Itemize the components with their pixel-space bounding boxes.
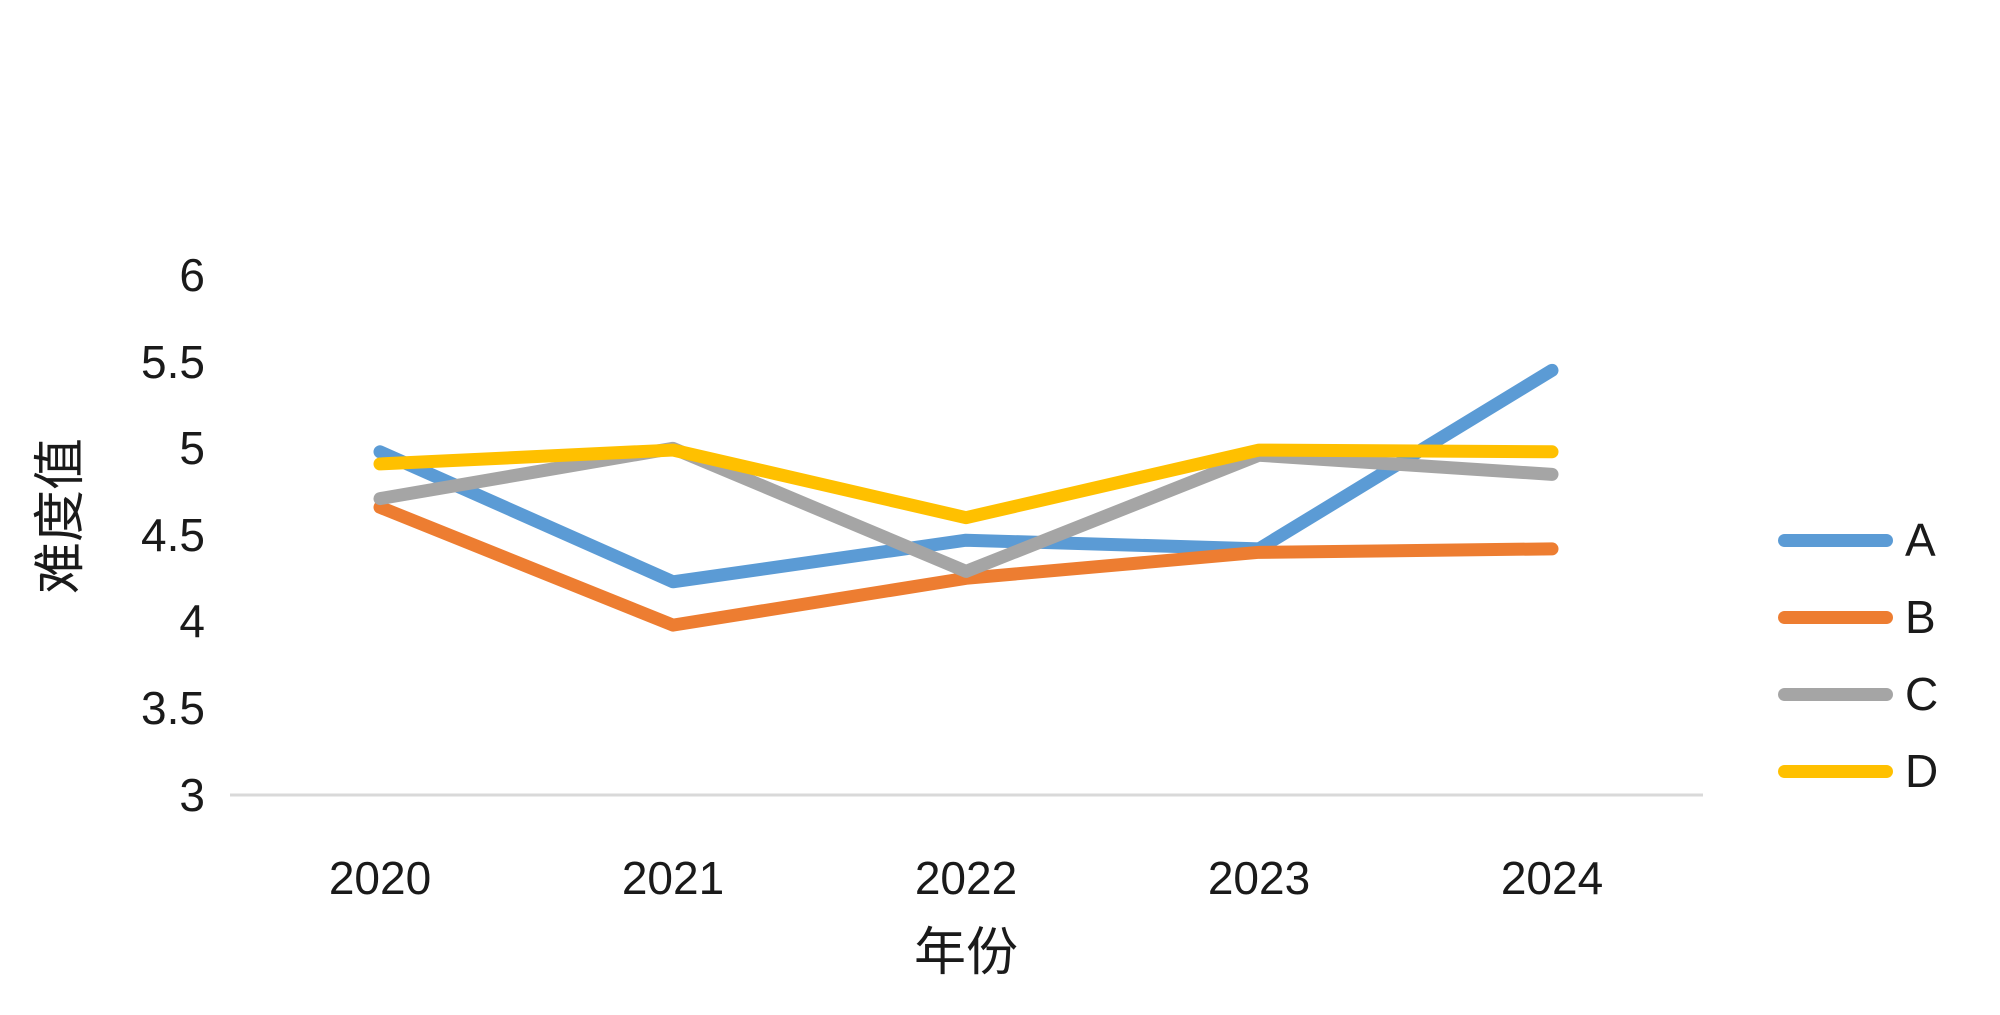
legend-line-swatch-icon	[1778, 610, 1893, 624]
series-line-d	[373, 443, 1559, 525]
legend-line-swatch-icon	[1778, 764, 1893, 778]
x-tick-label: 2022	[914, 852, 1018, 904]
legend: A B C D	[1778, 515, 1938, 823]
x-tick-label: 2021	[621, 852, 725, 904]
legend-label: A	[1905, 514, 1936, 566]
y-tick-label: 3	[179, 769, 205, 821]
y-tick-label: 4.5	[141, 509, 205, 561]
y-tick-label: 5	[179, 422, 205, 474]
legend-item-a: A	[1778, 515, 1938, 565]
x-tick-label: 2024	[1500, 852, 1604, 904]
series-line-b	[373, 500, 1559, 632]
y-tick-label: 5.5	[141, 336, 205, 388]
legend-line-swatch-icon	[1778, 687, 1893, 701]
series-line-a	[373, 363, 1559, 589]
legend-label: B	[1905, 591, 1936, 643]
x-axis-title: 年份	[913, 924, 1018, 982]
legend-line-swatch-icon	[1778, 533, 1893, 547]
legend-item-d: D	[1778, 746, 1938, 796]
legend-item-b: B	[1778, 592, 1938, 642]
y-tick-label: 3.5	[141, 682, 205, 734]
y-tick-label: 4	[179, 595, 205, 647]
legend-label: C	[1905, 668, 1939, 720]
y-tick-label: 6	[179, 249, 205, 301]
series-line-c	[373, 441, 1559, 578]
x-tick-label: 2020	[328, 852, 432, 904]
legend-label: D	[1905, 745, 1939, 797]
x-tick-label: 2023	[1207, 852, 1311, 904]
series-lines	[373, 363, 1559, 632]
y-axis-title: 难度值	[32, 438, 90, 595]
legend-item-c: C	[1778, 669, 1938, 719]
